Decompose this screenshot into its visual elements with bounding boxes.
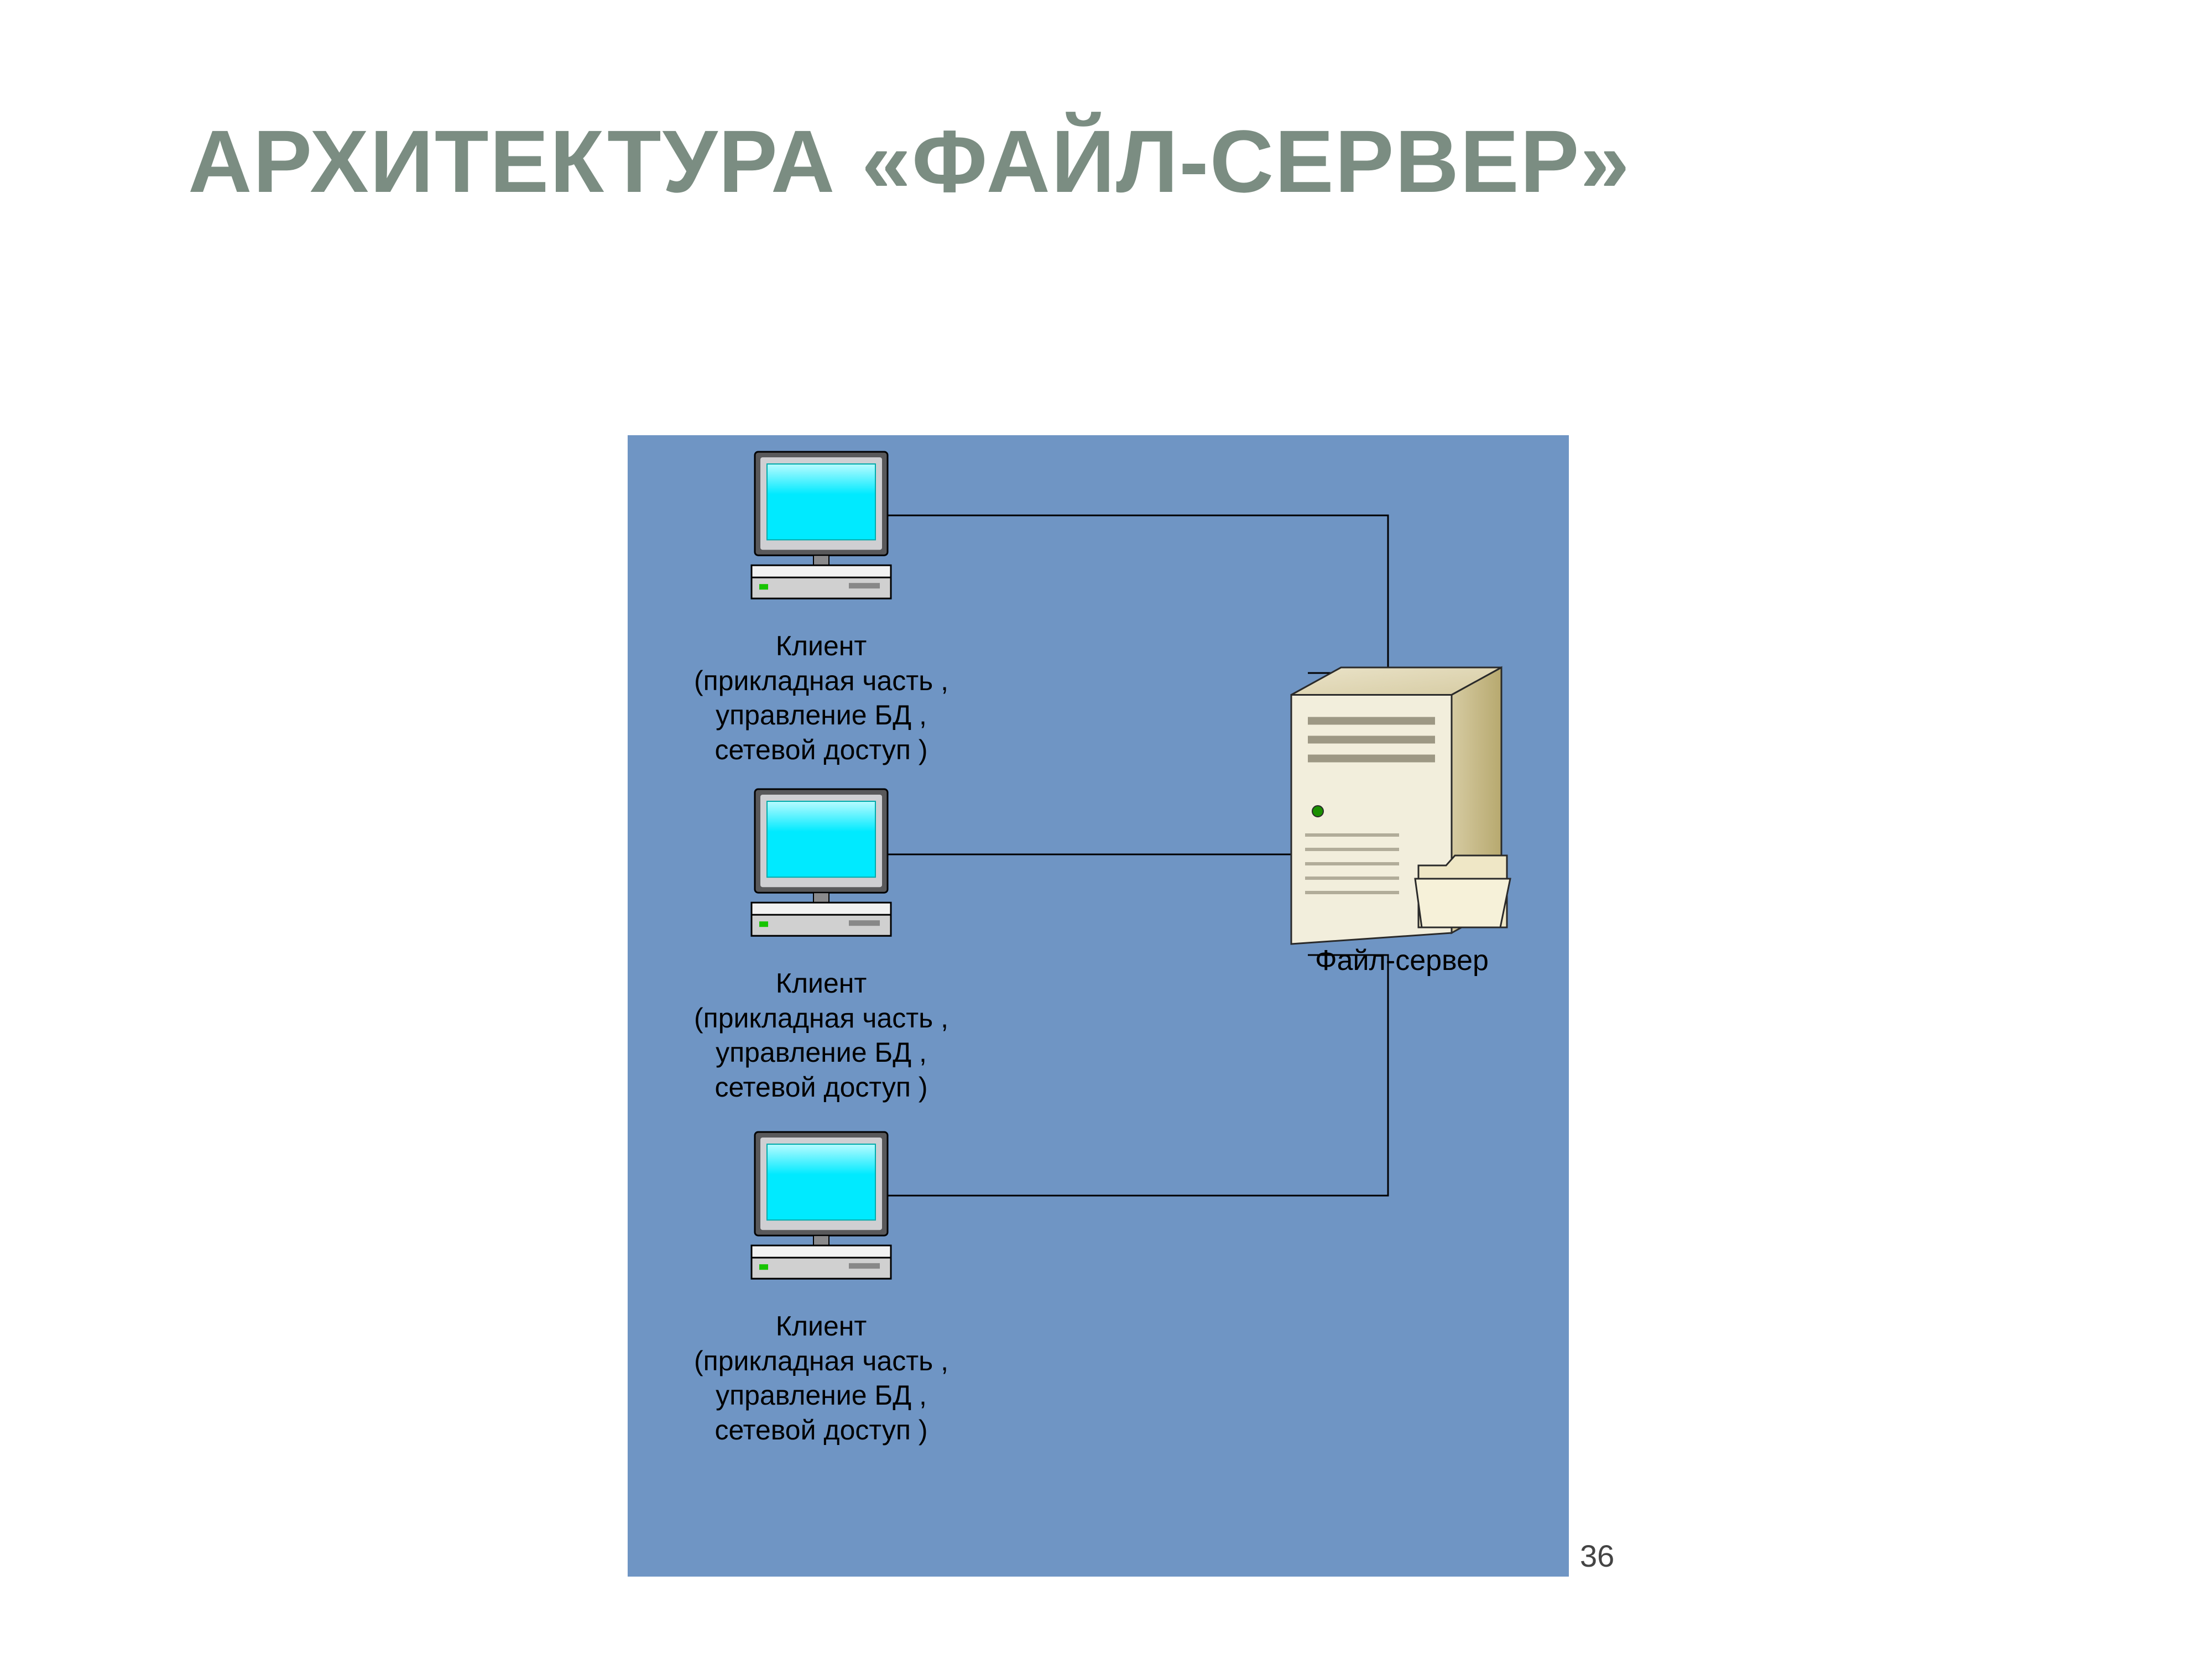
- slide: АРХИТЕКТУРА «ФАЙЛ-СЕРВЕР» Клиент(приклад…: [0, 0, 2212, 1659]
- client-computer-icon: [752, 452, 891, 598]
- client-label-line: (прикладная часть ,: [666, 1001, 976, 1036]
- client-label-line: управление БД ,: [666, 1035, 976, 1070]
- slide-title: АРХИТЕКТУРА «ФАЙЛ-СЕРВЕР»: [188, 111, 1631, 212]
- file-server-icon: [1291, 667, 1510, 944]
- client-label: Клиент(прикладная часть ,управление БД ,…: [666, 629, 976, 767]
- client-label-line: сетевой доступ ): [666, 733, 976, 768]
- page-number: 36: [1580, 1538, 1614, 1574]
- client-label-line: Клиент: [666, 629, 976, 664]
- client-label-line: (прикладная часть ,: [666, 1344, 976, 1379]
- client-label-line: управление БД ,: [666, 698, 976, 733]
- client-label-line: сетевой доступ ): [666, 1070, 976, 1105]
- client-label-line: управление БД ,: [666, 1378, 976, 1413]
- server-label: Файл-сервер: [1286, 944, 1518, 977]
- client-label: Клиент(прикладная часть ,управление БД ,…: [666, 1309, 976, 1447]
- client-computer-icon: [752, 789, 891, 936]
- client-computer-icon: [752, 1132, 891, 1279]
- client-label: Клиент(прикладная часть ,управление БД ,…: [666, 966, 976, 1104]
- client-label-line: Клиент: [666, 966, 976, 1001]
- diagram-panel: Клиент(прикладная часть ,управление БД ,…: [628, 435, 1569, 1577]
- client-label-line: (прикладная часть ,: [666, 664, 976, 698]
- client-label-line: сетевой доступ ): [666, 1413, 976, 1448]
- client-label-line: Клиент: [666, 1309, 976, 1344]
